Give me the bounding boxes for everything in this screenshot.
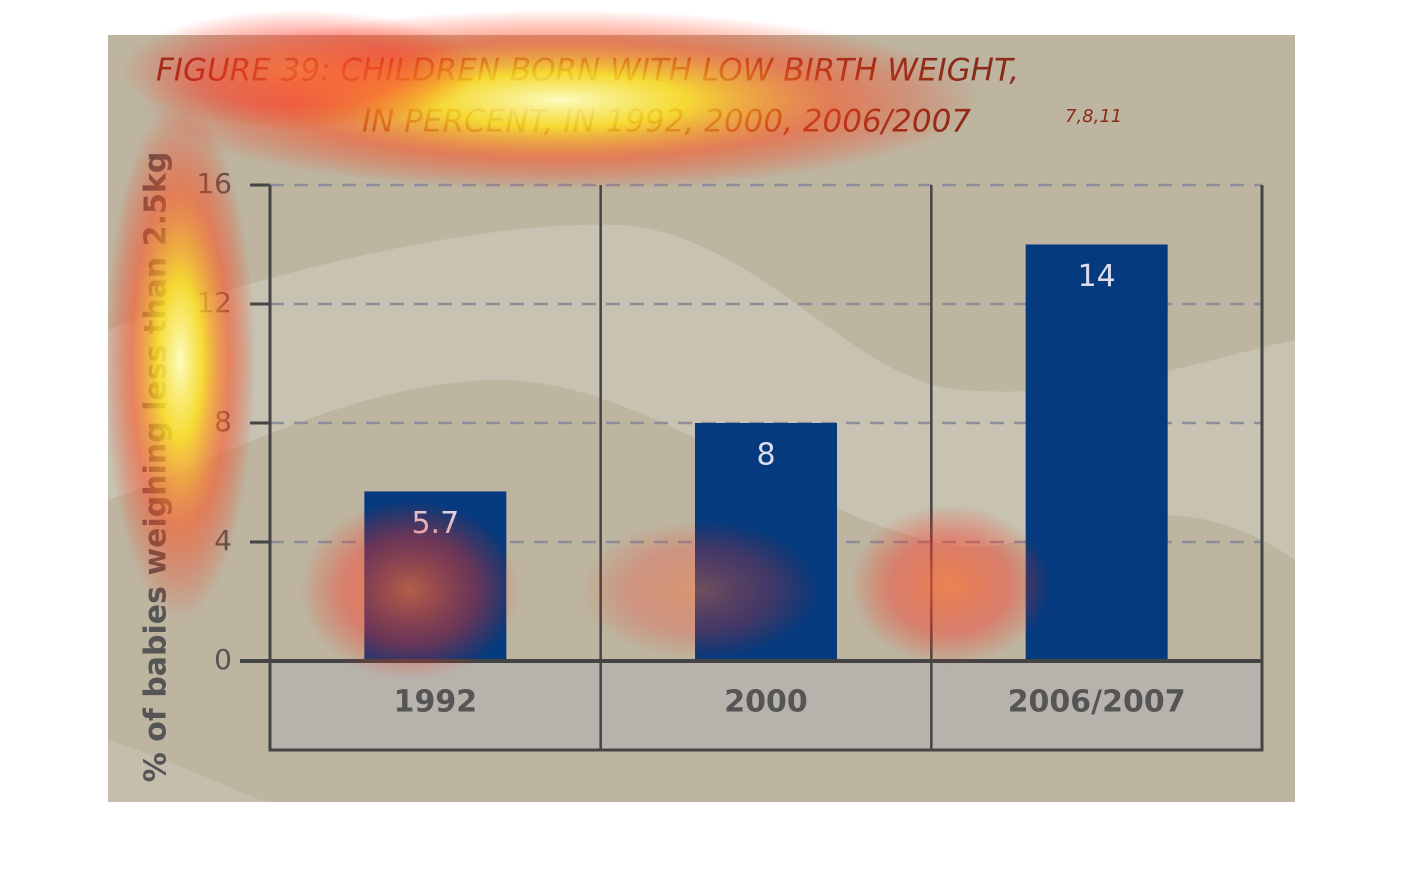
- background-wave: [108, 740, 270, 802]
- title-note: 7,8,11: [1065, 106, 1122, 127]
- y-tick-label: 12: [196, 286, 232, 319]
- y-tick-label: 16: [196, 167, 232, 200]
- value-label: 5.7: [411, 506, 459, 541]
- x-tick-label: 2000: [724, 685, 808, 720]
- x-tick-label: 1992: [394, 685, 478, 720]
- y-tick-label: 4: [214, 524, 232, 557]
- y-tick-label: 0: [214, 643, 232, 676]
- chart-title: FIGURE 39: CHILDREN BORN WITH LOW BIRTH …: [156, 53, 1019, 89]
- y-axis-label: % of babies weighing less than 2.5kg: [139, 152, 174, 783]
- y-tick-label: 8: [214, 405, 232, 438]
- bar: [1025, 244, 1168, 661]
- value-label: 14: [1078, 259, 1116, 294]
- background-wave: [108, 224, 1295, 560]
- value-label: 8: [756, 438, 775, 473]
- chart-subtitle: IN PERCENT, IN 1992, 2000, 2006/2007: [362, 104, 971, 140]
- x-tick-label: 2006/2007: [1008, 685, 1186, 720]
